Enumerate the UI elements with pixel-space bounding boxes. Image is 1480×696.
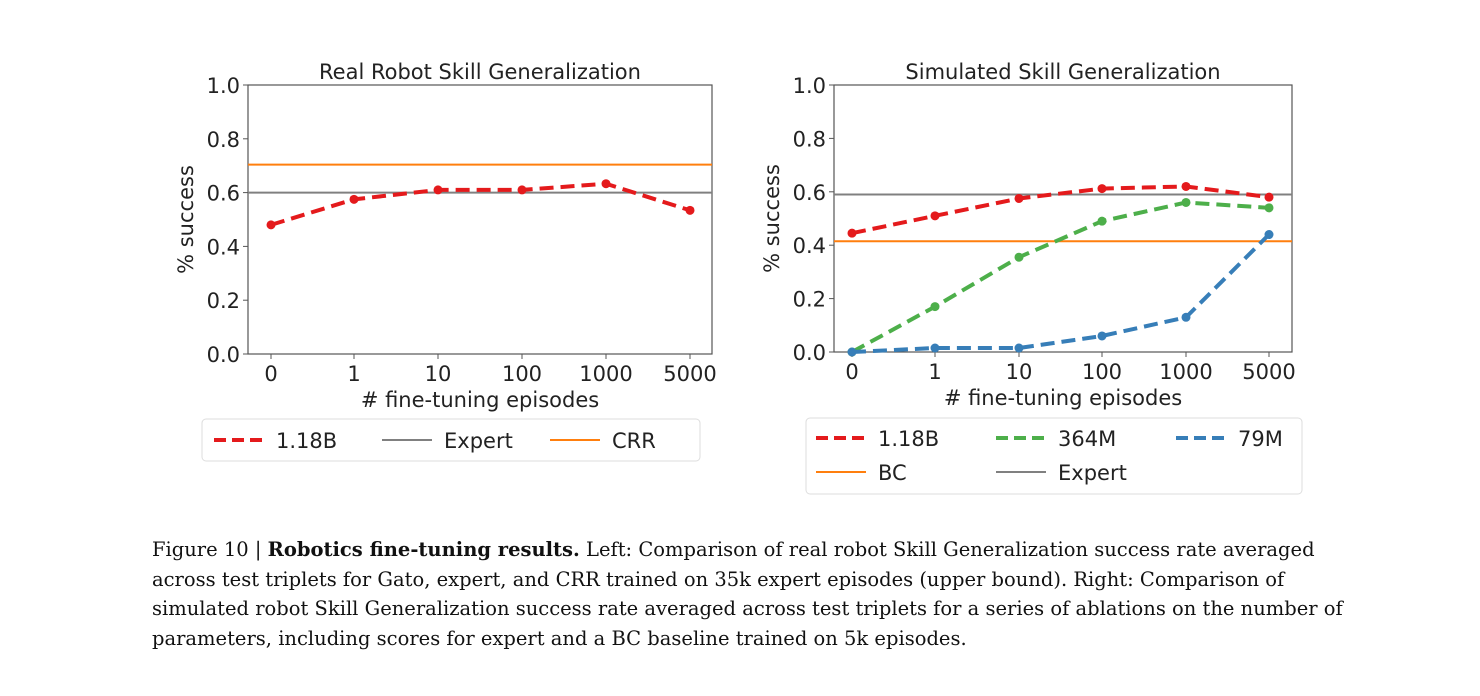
data-point-1.18B (349, 194, 359, 204)
series-line-1.18B (270, 181, 691, 227)
series-line-79M (851, 233, 1271, 354)
data-point-1.18B (601, 179, 611, 189)
figure-caption: Figure 10 | Robotics fine-tuning results… (152, 535, 1352, 653)
x-tick-label: 1 (928, 360, 941, 384)
data-point-364M (1097, 216, 1107, 226)
data-point-1.18B (433, 185, 443, 195)
data-point-79M (1181, 312, 1191, 322)
x-tick-label: 5000 (663, 362, 716, 386)
series-line-364M (851, 200, 1270, 354)
data-point-79M (1014, 343, 1024, 353)
y-axis-label: % success (174, 165, 198, 274)
x-tick-label: 0 (845, 360, 858, 384)
y-tick-label: 0.6 (207, 182, 240, 206)
data-point-1.18B (517, 185, 527, 195)
chart-title: Real Robot Skill Generalization (319, 60, 641, 84)
legend-label: Expert (444, 429, 513, 453)
y-tick-label: 0.6 (793, 181, 826, 205)
data-point-1.18B (1264, 192, 1274, 202)
plot-frame (833, 84, 1293, 353)
data-point-1.18B (1014, 193, 1024, 203)
x-axis-label: # fine-tuning episodes (944, 386, 1182, 410)
data-point-79M (1097, 331, 1107, 341)
x-tick-label: 5000 (1242, 360, 1295, 384)
figure: Real Robot Skill Generalization 0.0 0.2 0.4… (174, 60, 1303, 495)
data-point-1.18B (1097, 184, 1107, 194)
x-tick-label: 10 (425, 362, 452, 386)
y-tick-label: 0.4 (207, 235, 240, 259)
series-line-1.18B (851, 184, 1270, 236)
legend-label: 1.18B (878, 427, 939, 451)
data-point-79M (847, 347, 857, 357)
x-tick-label: 0 (264, 362, 277, 386)
data-point-1.18B (685, 205, 695, 215)
data-point-79M (930, 343, 940, 353)
x-tick-label: 100 (1082, 360, 1122, 384)
y-tick-label: 0.0 (793, 341, 826, 365)
legend-label: 1.18B (276, 429, 337, 453)
chart-panel-1: Real Robot Skill Generalization 0.0 0.2 0.4… (174, 60, 717, 462)
legend-label: 364M (1058, 427, 1116, 451)
x-tick-label: 1000 (579, 362, 632, 386)
data-point-1.18B (930, 211, 940, 221)
chart-panel-2: Simulated Skill Generalization 0.0 0.2 0.4 0… (760, 60, 1303, 495)
y-tick-label: 0.2 (207, 289, 240, 313)
y-tick-label: 1.0 (793, 74, 826, 98)
caption-bold: Robotics fine-tuning results. (267, 538, 580, 561)
legend-label: Expert (1058, 461, 1127, 485)
y-tick-label: 0.0 (207, 343, 240, 367)
y-tick-label: 0.4 (793, 234, 826, 258)
y-tick-label: 0.8 (793, 127, 826, 151)
y-tick-label: 1.0 (207, 74, 240, 98)
caption-label: Figure 10 | (152, 538, 268, 561)
y-tick-label: 0.2 (793, 288, 826, 312)
data-point-1.18B (847, 228, 857, 238)
legend-label: 79M (1238, 427, 1283, 451)
legend (201, 418, 701, 462)
plot-frame (247, 84, 713, 355)
legend-label: BC (878, 461, 907, 485)
data-point-364M (1181, 197, 1191, 207)
data-point-364M (1264, 203, 1274, 213)
caption-text: Left: Comparison of real robot Skill Gen… (152, 538, 1343, 650)
data-point-79M (1264, 230, 1274, 240)
data-point-364M (930, 302, 940, 312)
legend-label: CRR (612, 429, 656, 453)
x-axis-label: # fine-tuning episodes (361, 388, 599, 412)
y-tick-label: 0.8 (207, 128, 240, 152)
y-axis-label: % success (760, 164, 784, 273)
data-point-1.18B (266, 220, 276, 230)
data-point-1.18B (1181, 181, 1191, 191)
data-point-364M (1014, 252, 1024, 262)
x-tick-label: 10 (1006, 360, 1033, 384)
x-tick-label: 1 (347, 362, 360, 386)
x-tick-label: 100 (502, 362, 542, 386)
chart-title: Simulated Skill Generalization (905, 60, 1220, 84)
x-tick-label: 1000 (1159, 360, 1212, 384)
